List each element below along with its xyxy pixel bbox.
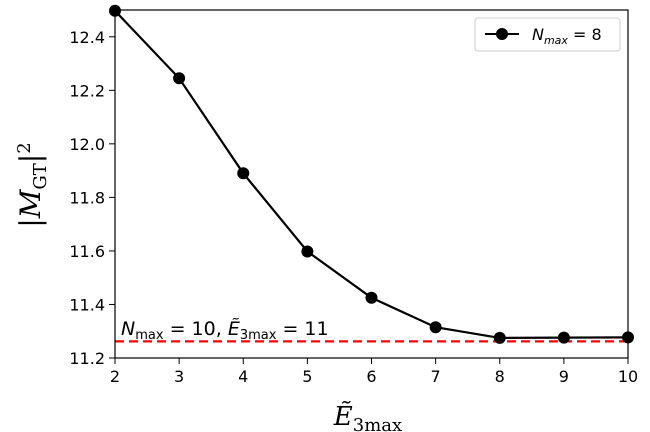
ref-label-eq2: = 11 (276, 318, 328, 340)
y-tick-label-3: 11.8 (69, 188, 105, 207)
plot-frame (114, 9, 629, 359)
y-tick-label-4: 12.0 (69, 135, 105, 154)
y-axis-title-sup: 2 (14, 142, 35, 153)
ticks-layer: 2 3 4 5 6 7 8 9 10 11.2 11.4 11.6 11.8 12.0 12.2 12.4 (69, 28, 638, 386)
x-axis-title-main: Ẽ (333, 400, 353, 432)
y-tick-label-5: 12.2 (69, 81, 105, 100)
data-point-0-6 (493, 331, 506, 344)
ref-label-n-sub: max (135, 328, 164, 343)
x-axis-title-sub: 3max (353, 415, 402, 432)
y-axis-title: |MGT|2 (14, 142, 51, 227)
x-tick-label-1: 3 (174, 367, 184, 386)
legend: Nmax = 8 (474, 17, 621, 52)
y-axis-title-main: M (14, 188, 47, 219)
x-tick-label-4: 6 (366, 367, 376, 386)
data-point-0-3 (301, 245, 314, 258)
series-line-0 (114, 10, 629, 340)
series-layer (109, 4, 634, 344)
y-tick-label-6: 12.4 (69, 28, 105, 47)
legend-label-main: N (532, 25, 544, 44)
legend-label: Nmax = 8 (532, 25, 602, 47)
data-point-0-1 (173, 72, 186, 85)
y-axis-title-close: | (14, 154, 47, 163)
y-axis-title-open: | (14, 218, 47, 227)
legend-label-rest: = 8 (568, 25, 602, 44)
x-tick-label-2: 4 (238, 367, 248, 386)
x-tick-label-8: 10 (618, 367, 638, 386)
ref-label-e-sub: 3max (240, 328, 277, 343)
legend-box (474, 17, 621, 52)
legend-label-sub: max (544, 34, 568, 47)
data-point-0-7 (557, 331, 570, 344)
data-point-0-2 (237, 167, 250, 180)
ref-label-eq1: = 10, (164, 318, 228, 340)
ref-label-n: N (121, 318, 135, 340)
ref-label-e: Ẽ (228, 317, 240, 340)
x-tick-label-5: 7 (431, 367, 441, 386)
legend-marker (496, 28, 508, 40)
y-tick-label-2: 11.6 (69, 242, 105, 261)
x-tick-label-6: 8 (495, 367, 505, 386)
x-tick-label-3: 5 (302, 367, 312, 386)
data-point-0-5 (429, 321, 442, 334)
y-tick-label-1: 11.4 (69, 295, 105, 314)
reference-label: Nmax = 10, Ẽ3max = 11 (121, 317, 329, 343)
x-tick-label-7: 9 (559, 367, 569, 386)
y-axis-title-sub: GT (30, 163, 51, 189)
x-axis-title: Ẽ3max (333, 400, 402, 432)
y-tick-label-0: 11.2 (69, 349, 105, 368)
x-tick-label-0: 2 (110, 367, 120, 386)
data-point-0-4 (365, 291, 378, 304)
